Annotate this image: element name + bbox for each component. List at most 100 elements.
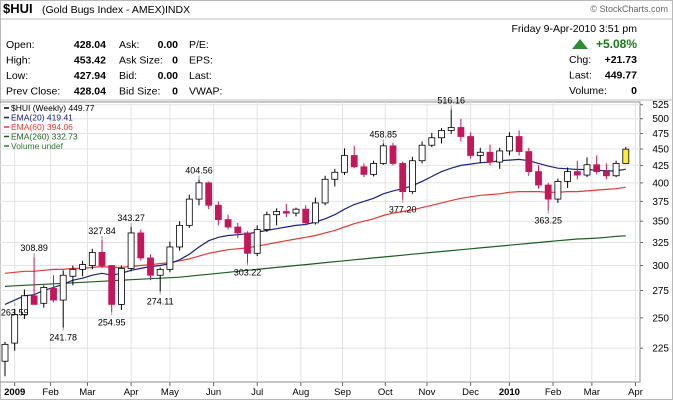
annotation-label: 363.25 <box>534 216 562 226</box>
candle <box>370 160 378 177</box>
quote-label: High: <box>6 55 31 67</box>
quote-label: Ask Size: <box>119 55 163 67</box>
y-tick-label: 350 <box>652 217 669 228</box>
candle <box>176 221 184 251</box>
y-tick-label: 525 <box>652 100 669 111</box>
quote-value: 453.42 <box>74 55 106 67</box>
candle <box>360 163 368 178</box>
annotation-label: 303.22 <box>234 267 262 277</box>
candle <box>350 145 358 169</box>
candle-body <box>457 127 465 137</box>
candle-body <box>263 214 271 230</box>
quote-value: 428.04 <box>74 39 106 51</box>
quote-value: 0.00 <box>158 39 179 51</box>
grid <box>0 102 640 382</box>
candle-body <box>137 232 145 259</box>
candle-body <box>331 171 339 180</box>
candle <box>515 130 523 156</box>
x-tick-label: Apr <box>628 387 643 398</box>
y-tick-label: 400 <box>652 178 669 189</box>
candle-body <box>79 264 86 270</box>
annotations: 308.89 263.59 241.78 327.84 254.95 343.27 274.… <box>1 96 562 343</box>
candle <box>612 160 620 178</box>
candle-body <box>253 229 261 254</box>
candle-body <box>622 148 630 164</box>
candle <box>428 132 436 148</box>
candle <box>50 275 57 303</box>
candle <box>564 167 571 188</box>
candle-body <box>467 136 475 156</box>
candle <box>263 211 271 233</box>
x-tick-label: Apr <box>124 387 139 398</box>
candle-body <box>292 208 300 214</box>
quote-label: Bid: <box>119 70 137 82</box>
candle <box>603 163 610 180</box>
candle <box>583 157 591 178</box>
candle <box>127 226 135 272</box>
candle-body <box>379 145 387 164</box>
candle <box>88 248 96 270</box>
candle-body <box>583 164 591 176</box>
candle <box>476 147 484 164</box>
x-tick-label: Dec <box>462 387 479 398</box>
y-tick-label: 375 <box>652 197 669 208</box>
legend-item: EMA(60) 394.06 <box>4 122 73 132</box>
x-axis: 2009 Feb Mar Apr May Jun Jul Aug Sep Oct Nov Dec 201… <box>4 382 643 398</box>
legend-label: Volume undef <box>11 141 64 151</box>
candle-body <box>118 267 125 305</box>
candle-body <box>273 211 281 216</box>
candle <box>185 194 193 228</box>
up-arrow-icon <box>572 39 588 49</box>
candle-body <box>195 182 203 200</box>
candle-body <box>496 150 504 163</box>
x-tick-label: Feb <box>42 387 58 398</box>
legend-item: Volume undef <box>4 141 64 151</box>
candle <box>234 222 242 239</box>
candle <box>505 132 513 156</box>
candle-body <box>515 136 523 152</box>
candle-body <box>486 151 494 163</box>
candle <box>253 225 261 257</box>
annotation-label: 254.95 <box>98 317 126 327</box>
candle-body <box>438 130 445 139</box>
quote-table: Open: 428.04 Ask: 0.00 P/E: High: 453.42 Ask Si… <box>6 39 222 98</box>
x-tick-label: Jul <box>251 387 263 398</box>
candle <box>69 265 77 286</box>
candle <box>108 265 116 313</box>
candle-body <box>321 178 329 204</box>
candle <box>593 155 601 175</box>
candle-body <box>30 295 38 305</box>
quote-value: 0.00 <box>158 70 179 82</box>
candle-body <box>176 224 184 248</box>
annotation-label: 343.27 <box>117 213 145 223</box>
candle <box>302 205 310 226</box>
annotation-label: 263.59 <box>1 308 29 318</box>
candle <box>457 118 465 142</box>
candle-body <box>282 211 290 214</box>
candle <box>224 214 232 230</box>
y-tick-label: 425 <box>652 161 669 172</box>
y-tick-label: 225 <box>652 344 669 355</box>
x-tick-label: Feb <box>545 387 561 398</box>
legend-label: EMA(20) 419.41 <box>11 113 73 123</box>
quote-label: P/E: <box>189 39 209 51</box>
candle-body <box>612 163 620 177</box>
candle-body <box>370 163 378 175</box>
candle <box>399 161 407 200</box>
exchange: INDX <box>165 4 190 16</box>
quote-value: 0 <box>172 86 178 98</box>
candle-body <box>50 288 57 301</box>
candle <box>147 254 154 281</box>
index-name: (Gold Bugs Index - AMEX) <box>42 4 165 16</box>
candle <box>331 168 339 187</box>
candle <box>30 257 38 305</box>
x-tick-label: Mar <box>79 387 95 398</box>
candle <box>79 260 86 277</box>
candle <box>496 147 504 169</box>
quote-label: VWAP: <box>189 86 222 98</box>
candles <box>1 109 630 377</box>
candle-body <box>360 166 368 175</box>
symbol: $HUI <box>3 1 33 16</box>
